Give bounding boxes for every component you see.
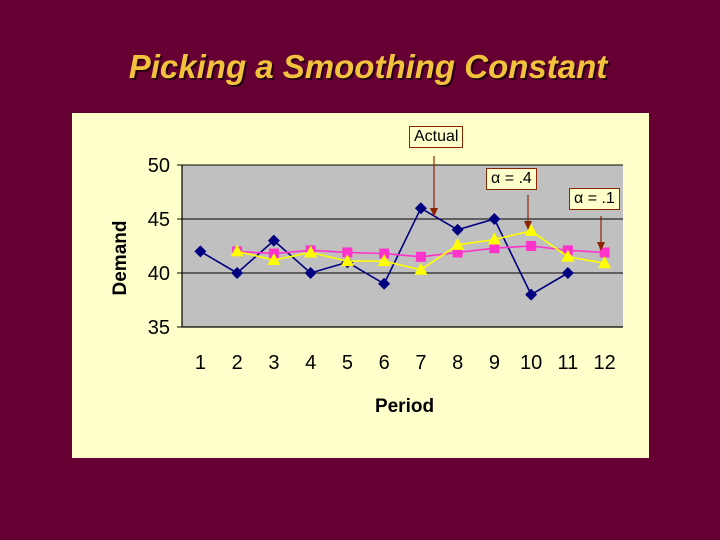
marker-actual-10 bbox=[525, 288, 538, 301]
marker-actual-3 bbox=[267, 234, 280, 247]
y-tick-label-40: 40 bbox=[148, 263, 170, 285]
x-tick-label-11: 11 bbox=[557, 352, 578, 374]
x-tick-label-3: 3 bbox=[268, 352, 279, 374]
marker-alpha-01-12 bbox=[599, 247, 610, 258]
callout-alpha-04: α = .4 bbox=[486, 168, 537, 190]
x-tick-label-5: 5 bbox=[342, 352, 353, 374]
marker-actual-8 bbox=[451, 223, 464, 236]
marker-actual-9 bbox=[488, 213, 501, 225]
marker-alpha-04-5 bbox=[340, 254, 354, 267]
x-tick-label-12: 12 bbox=[594, 352, 616, 374]
marker-alpha-04-2 bbox=[230, 244, 244, 257]
x-tick-label-2: 2 bbox=[232, 352, 243, 374]
x-tick-label-4: 4 bbox=[305, 352, 316, 374]
callout-alpha-01: α = .1 bbox=[569, 188, 620, 210]
y-tick-label-45: 45 bbox=[148, 209, 170, 231]
x-tick-label-10: 10 bbox=[520, 352, 542, 374]
y-tick-label-50: 50 bbox=[148, 155, 170, 177]
marker-alpha-04-3 bbox=[267, 253, 281, 266]
marker-alpha-04-8 bbox=[451, 237, 465, 250]
y-axis-title: Demand bbox=[110, 221, 131, 296]
marker-alpha-01-10 bbox=[526, 241, 537, 251]
marker-alpha-04-6 bbox=[377, 254, 391, 267]
marker-alpha-04-4 bbox=[304, 245, 318, 258]
x-tick-label-7: 7 bbox=[415, 352, 426, 374]
marker-alpha-04-12 bbox=[598, 256, 612, 269]
callout-actual: Actual bbox=[409, 126, 464, 148]
x-tick-label-9: 9 bbox=[489, 352, 500, 374]
marker-actual-7 bbox=[414, 202, 427, 215]
marker-actual-2 bbox=[231, 267, 244, 279]
marker-actual-1 bbox=[194, 245, 207, 258]
marker-alpha-01-9 bbox=[489, 243, 500, 254]
marker-alpha-01-6 bbox=[379, 248, 390, 259]
y-tick-label-35: 35 bbox=[148, 317, 170, 339]
marker-alpha-01-8 bbox=[452, 247, 463, 258]
marker-actual-4 bbox=[304, 267, 317, 279]
marker-alpha-04-9 bbox=[487, 232, 501, 245]
x-axis-title: Period bbox=[375, 396, 434, 417]
marker-alpha-01-5 bbox=[342, 247, 353, 258]
marker-alpha-01-7 bbox=[415, 251, 426, 262]
slide-title: Picking a Smoothing Constant bbox=[128, 48, 608, 85]
marker-actual-6 bbox=[378, 277, 391, 290]
chart-panel: 35 40 45 50 1 2 3 4 5 6 7 8 9 10 11 12 Period Demand bbox=[72, 113, 649, 458]
marker-alpha-04-11 bbox=[561, 249, 575, 262]
x-tick-label-6: 6 bbox=[379, 352, 390, 374]
x-tick-label-8: 8 bbox=[452, 352, 463, 374]
marker-alpha-04-7 bbox=[414, 262, 428, 275]
x-tick-label-1: 1 bbox=[195, 352, 206, 374]
marker-actual-11 bbox=[561, 267, 574, 279]
